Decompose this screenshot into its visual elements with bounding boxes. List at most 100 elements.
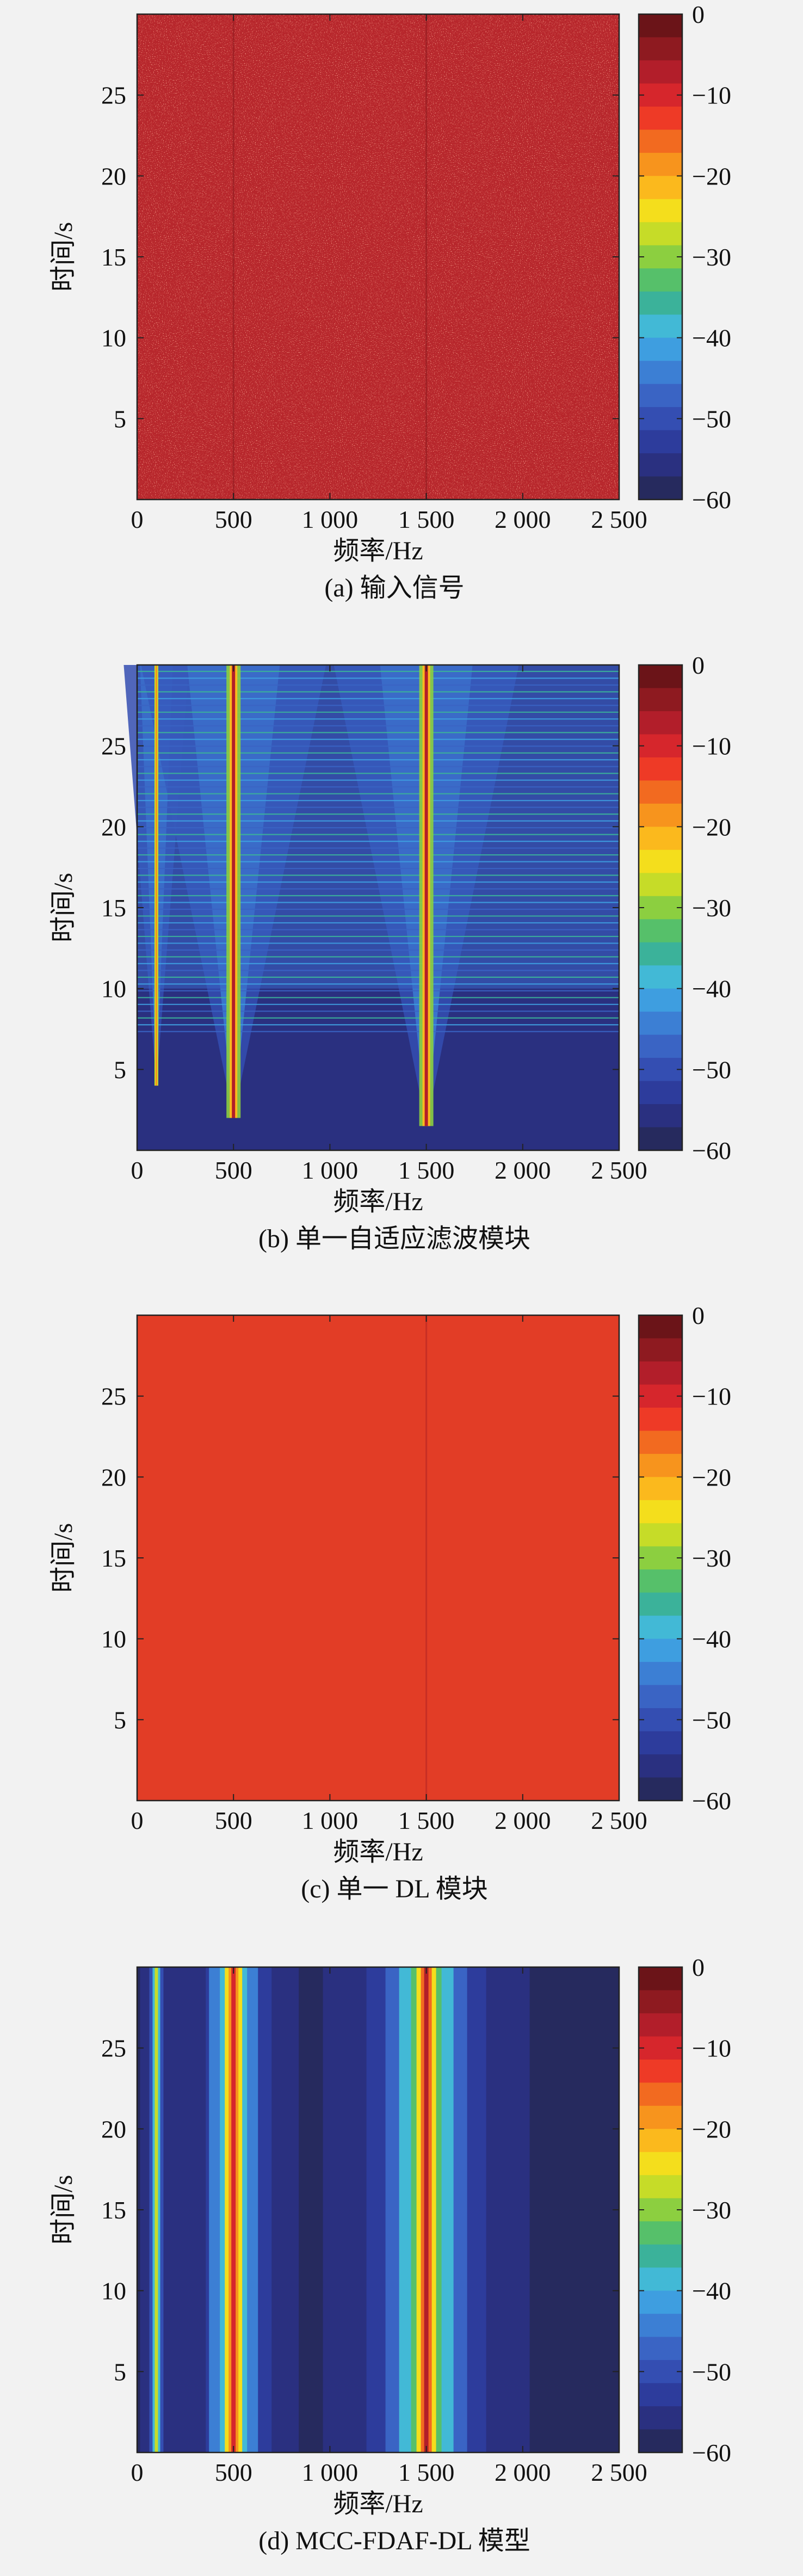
colorbar-segment xyxy=(639,1431,682,1455)
colorbar-segment xyxy=(639,757,682,781)
colorbar-segment xyxy=(639,1731,682,1755)
colorbar-segment xyxy=(639,1638,682,1662)
y-tick-label: 20 xyxy=(101,813,126,841)
colorbar-segment xyxy=(639,1708,682,1732)
colorbar-segment xyxy=(639,2290,682,2314)
panel-2: 0 500 1 000 1 500 2 000 2 500 5 10 15 20 25 频率/Hz 时间… xyxy=(49,651,731,1253)
colorbar-segment xyxy=(639,1453,682,1477)
colorbar-tick-label: −10 xyxy=(692,2035,731,2062)
colorbar-segment xyxy=(639,291,682,315)
colorbar-segment xyxy=(639,476,682,500)
panel-3: 0 500 1 000 1 500 2 000 2 500 5 10 15 20 25 频率/Hz 时间… xyxy=(49,1302,731,1903)
colorbar-tick-label: −50 xyxy=(692,2358,731,2386)
colorbar-tick-label: −40 xyxy=(692,975,731,1003)
colorbar-tick-label: 0 xyxy=(692,651,705,679)
heatmap xyxy=(137,1967,619,2452)
y-tick-label: 25 xyxy=(101,82,126,109)
colorbar-tick-label: −30 xyxy=(692,894,731,922)
y-tick-label: 15 xyxy=(101,894,126,922)
colorbar-segment xyxy=(639,2152,682,2176)
colorbar-segment xyxy=(639,60,682,84)
colorbar-segment xyxy=(639,827,682,851)
colorbar-tick-label: −10 xyxy=(692,1383,731,1410)
colorbar-segment xyxy=(639,2129,682,2153)
y-tick-label: 20 xyxy=(101,2115,126,2143)
colorbar-tick-label: −40 xyxy=(692,324,731,352)
x-tick-label: 2 500 xyxy=(591,2458,647,2486)
colorbar-segment xyxy=(639,152,682,176)
y-tick-label: 10 xyxy=(101,2277,126,2305)
spectral-band xyxy=(424,1967,429,2452)
colorbar-segment xyxy=(639,1754,682,1778)
colorbar-segment xyxy=(639,337,682,361)
y-tick-label: 10 xyxy=(101,324,126,352)
colorbar-tick-label: 0 xyxy=(692,1302,705,1329)
colorbar-segment xyxy=(639,1569,682,1593)
colorbar: 0 −10 −20 −30 −40 −50 −60 xyxy=(638,1,731,514)
colorbar-segment xyxy=(639,1685,682,1709)
colorbar: 0 −10 −20 −30 −40 −50 −60 xyxy=(638,1953,731,2467)
x-tick-label: 1 500 xyxy=(398,1156,455,1184)
heatmap-background xyxy=(137,1315,619,1801)
x-tick-label: 2 500 xyxy=(591,1807,647,1834)
x-tick-label: 0 xyxy=(131,506,144,533)
x-tick-label: 500 xyxy=(215,506,252,533)
colorbar-segment xyxy=(639,315,682,338)
x-tick-label: 1 500 xyxy=(398,2458,455,2486)
colorbar-segment xyxy=(639,37,682,61)
y-tick-label: 25 xyxy=(101,732,126,760)
colorbar-segment xyxy=(639,1361,682,1385)
heatmap xyxy=(123,665,619,1150)
x-tick-label: 1 000 xyxy=(302,1156,359,1184)
x-tick-label: 1 000 xyxy=(302,1807,359,1834)
colorbar-segment xyxy=(639,453,682,477)
panel-caption: (c) 单一 DL 模块 xyxy=(301,1875,487,1903)
colorbar-tick-label: −20 xyxy=(692,162,731,190)
x-tick-label: 500 xyxy=(215,1807,252,1834)
colorbar-tick-label: −50 xyxy=(692,405,731,433)
spectral-band xyxy=(231,1967,236,2452)
colorbar-segment xyxy=(639,1058,682,1082)
upper-noise-floor xyxy=(137,665,619,989)
y-tick-label: 25 xyxy=(101,2035,126,2062)
colorbar-segment xyxy=(639,384,682,408)
y-tick-label: 10 xyxy=(101,975,126,1003)
x-tick-label: 500 xyxy=(215,1156,252,1184)
colorbar-segment xyxy=(639,245,682,269)
colorbar-tick-label: −40 xyxy=(692,2277,731,2305)
colorbar-segment xyxy=(639,896,682,920)
colorbar-segment xyxy=(639,1315,682,1339)
panel-caption: (a) 输入信号 xyxy=(324,574,464,602)
x-tick-label: 0 xyxy=(131,1807,144,1834)
colorbar-segment xyxy=(639,803,682,827)
heatmap-noise-dark xyxy=(137,14,619,500)
colorbar-segment xyxy=(639,106,682,130)
colorbar-segment xyxy=(639,2059,682,2083)
colorbar-segment xyxy=(639,873,682,897)
colorbar-segment xyxy=(639,1338,682,1362)
colorbar-segment xyxy=(639,2383,682,2407)
colorbar-segment xyxy=(639,2314,682,2338)
colorbar-segment xyxy=(639,1384,682,1408)
colorbar-segment xyxy=(639,83,682,107)
colorbar-tick-label: −30 xyxy=(692,2196,731,2224)
colorbar-segment xyxy=(639,1523,682,1547)
panel-4: 0 500 1 000 1 500 2 000 2 500 5 10 15 20 25 频率/Hz 时间… xyxy=(49,1953,731,2555)
colorbar-tick-label: −60 xyxy=(692,1137,731,1164)
colorbar-segment xyxy=(639,2406,682,2430)
x-tick-label: 1 500 xyxy=(398,506,455,533)
colorbar-segment xyxy=(639,1407,682,1431)
colorbar: 0 −10 −20 −30 −40 −50 −60 xyxy=(638,1302,731,1815)
y-tick-label: 5 xyxy=(114,1706,126,1734)
colorbar-segment xyxy=(639,965,682,989)
colorbar-segment xyxy=(639,2105,682,2129)
colorbar-tick-label: −20 xyxy=(692,2115,731,2143)
x-axis-label: 频率/Hz xyxy=(333,1838,423,1866)
colorbar-segment xyxy=(639,1967,682,1991)
colorbar-segment xyxy=(639,2429,682,2453)
y-axis-label: 时间/s xyxy=(49,222,78,292)
colorbar-segment xyxy=(639,1546,682,1570)
colorbar-segment xyxy=(639,2036,682,2060)
colorbar-segment xyxy=(639,1990,682,2014)
